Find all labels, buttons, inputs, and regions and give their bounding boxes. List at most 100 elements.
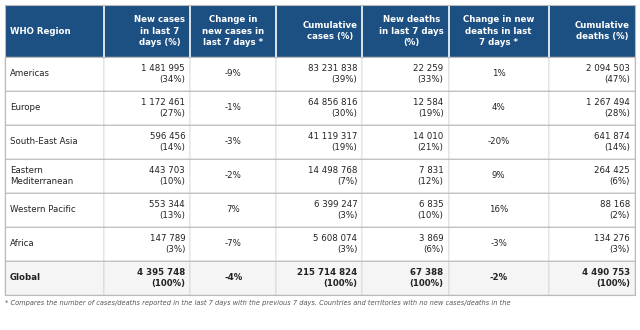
Text: WHO Region: WHO Region <box>10 26 70 36</box>
Bar <box>190 91 276 125</box>
Bar <box>449 5 549 57</box>
Bar <box>362 5 449 57</box>
Bar <box>104 57 190 91</box>
Text: 6 399 247
(3%): 6 399 247 (3%) <box>314 200 357 220</box>
Bar <box>104 5 190 57</box>
Bar <box>190 193 276 227</box>
Text: 4 395 748
(100%): 4 395 748 (100%) <box>137 268 185 288</box>
Bar <box>449 227 549 261</box>
Text: -9%: -9% <box>225 70 242 79</box>
Bar <box>5 125 104 159</box>
Bar <box>362 57 449 91</box>
Text: -2%: -2% <box>490 274 508 282</box>
Text: 443 703
(10%): 443 703 (10%) <box>149 166 185 186</box>
Text: 1 172 461
(27%): 1 172 461 (27%) <box>141 98 185 118</box>
Bar <box>5 261 104 295</box>
Bar <box>362 159 449 193</box>
Text: -3%: -3% <box>225 138 242 147</box>
Text: 1 481 995
(34%): 1 481 995 (34%) <box>141 64 185 84</box>
Bar <box>362 125 449 159</box>
Text: 41 119 317
(19%): 41 119 317 (19%) <box>308 132 357 152</box>
Text: -7%: -7% <box>225 240 242 248</box>
Text: 83 231 838
(39%): 83 231 838 (39%) <box>308 64 357 84</box>
Bar <box>276 125 362 159</box>
Bar <box>276 5 362 57</box>
Text: Change in new
deaths in last
7 days *: Change in new deaths in last 7 days * <box>463 16 534 47</box>
Bar <box>104 159 190 193</box>
Text: -2%: -2% <box>225 172 242 181</box>
Text: 1 267 494
(28%): 1 267 494 (28%) <box>586 98 630 118</box>
Text: -1%: -1% <box>225 104 242 113</box>
Text: 67 388
(100%): 67 388 (100%) <box>410 268 444 288</box>
Text: 5 608 074
(3%): 5 608 074 (3%) <box>314 234 357 254</box>
Bar <box>190 261 276 295</box>
Bar <box>104 125 190 159</box>
Bar <box>449 193 549 227</box>
Bar <box>5 5 104 57</box>
Text: South-East Asia: South-East Asia <box>10 138 77 147</box>
Bar <box>190 227 276 261</box>
Text: 64 856 816
(30%): 64 856 816 (30%) <box>308 98 357 118</box>
Text: -3%: -3% <box>490 240 507 248</box>
Bar <box>5 227 104 261</box>
Text: 4 490 753
(100%): 4 490 753 (100%) <box>582 268 630 288</box>
Bar <box>549 261 635 295</box>
Bar <box>449 57 549 91</box>
Bar <box>190 5 276 57</box>
Text: * Compares the number of cases/deaths reported in the last 7 days with the previ: * Compares the number of cases/deaths re… <box>5 300 511 306</box>
Bar <box>549 57 635 91</box>
Text: 134 276
(3%): 134 276 (3%) <box>595 234 630 254</box>
Text: 596 456
(14%): 596 456 (14%) <box>150 132 185 152</box>
Bar <box>549 159 635 193</box>
Text: 215 714 824
(100%): 215 714 824 (100%) <box>297 268 357 288</box>
Text: Cumulative
cases (%): Cumulative cases (%) <box>303 21 357 41</box>
Bar <box>190 125 276 159</box>
Bar <box>449 91 549 125</box>
Text: 7%: 7% <box>227 206 240 214</box>
Bar <box>362 91 449 125</box>
Text: New cases
in last 7
days (%): New cases in last 7 days (%) <box>134 16 185 47</box>
Bar <box>362 261 449 295</box>
Text: Cumulative
deaths (%): Cumulative deaths (%) <box>575 21 630 41</box>
Bar <box>276 261 362 295</box>
Text: Europe: Europe <box>10 104 40 113</box>
Text: 16%: 16% <box>489 206 508 214</box>
Bar <box>549 227 635 261</box>
Text: 88 168
(2%): 88 168 (2%) <box>600 200 630 220</box>
Bar <box>5 57 104 91</box>
Text: 12 584
(19%): 12 584 (19%) <box>413 98 444 118</box>
Bar <box>5 193 104 227</box>
Bar <box>190 57 276 91</box>
Bar <box>104 261 190 295</box>
Bar <box>549 5 635 57</box>
Text: 147 789
(3%): 147 789 (3%) <box>150 234 185 254</box>
Bar <box>190 159 276 193</box>
Bar <box>549 193 635 227</box>
Text: Eastern
Mediterranean: Eastern Mediterranean <box>10 166 73 186</box>
Text: 641 874
(14%): 641 874 (14%) <box>595 132 630 152</box>
Text: -4%: -4% <box>224 274 243 282</box>
Bar <box>276 159 362 193</box>
Text: New deaths
in last 7 days
(%): New deaths in last 7 days (%) <box>379 16 444 47</box>
Text: 14 010
(21%): 14 010 (21%) <box>413 132 444 152</box>
Text: 4%: 4% <box>492 104 506 113</box>
Text: Global: Global <box>10 274 41 282</box>
Bar <box>449 125 549 159</box>
Bar <box>5 91 104 125</box>
Text: Africa: Africa <box>10 240 35 248</box>
Text: 7 831
(12%): 7 831 (12%) <box>418 166 444 186</box>
Text: Change in
new cases in
last 7 days *: Change in new cases in last 7 days * <box>202 16 264 47</box>
Bar <box>104 227 190 261</box>
Text: 553 344
(13%): 553 344 (13%) <box>149 200 185 220</box>
Text: -20%: -20% <box>488 138 510 147</box>
Bar <box>549 125 635 159</box>
Bar <box>104 193 190 227</box>
Bar <box>104 91 190 125</box>
Bar <box>5 159 104 193</box>
Bar <box>362 227 449 261</box>
Bar <box>449 159 549 193</box>
Bar <box>362 193 449 227</box>
Text: 22 259
(33%): 22 259 (33%) <box>413 64 444 84</box>
Text: Western Pacific: Western Pacific <box>10 206 76 214</box>
Bar <box>449 261 549 295</box>
